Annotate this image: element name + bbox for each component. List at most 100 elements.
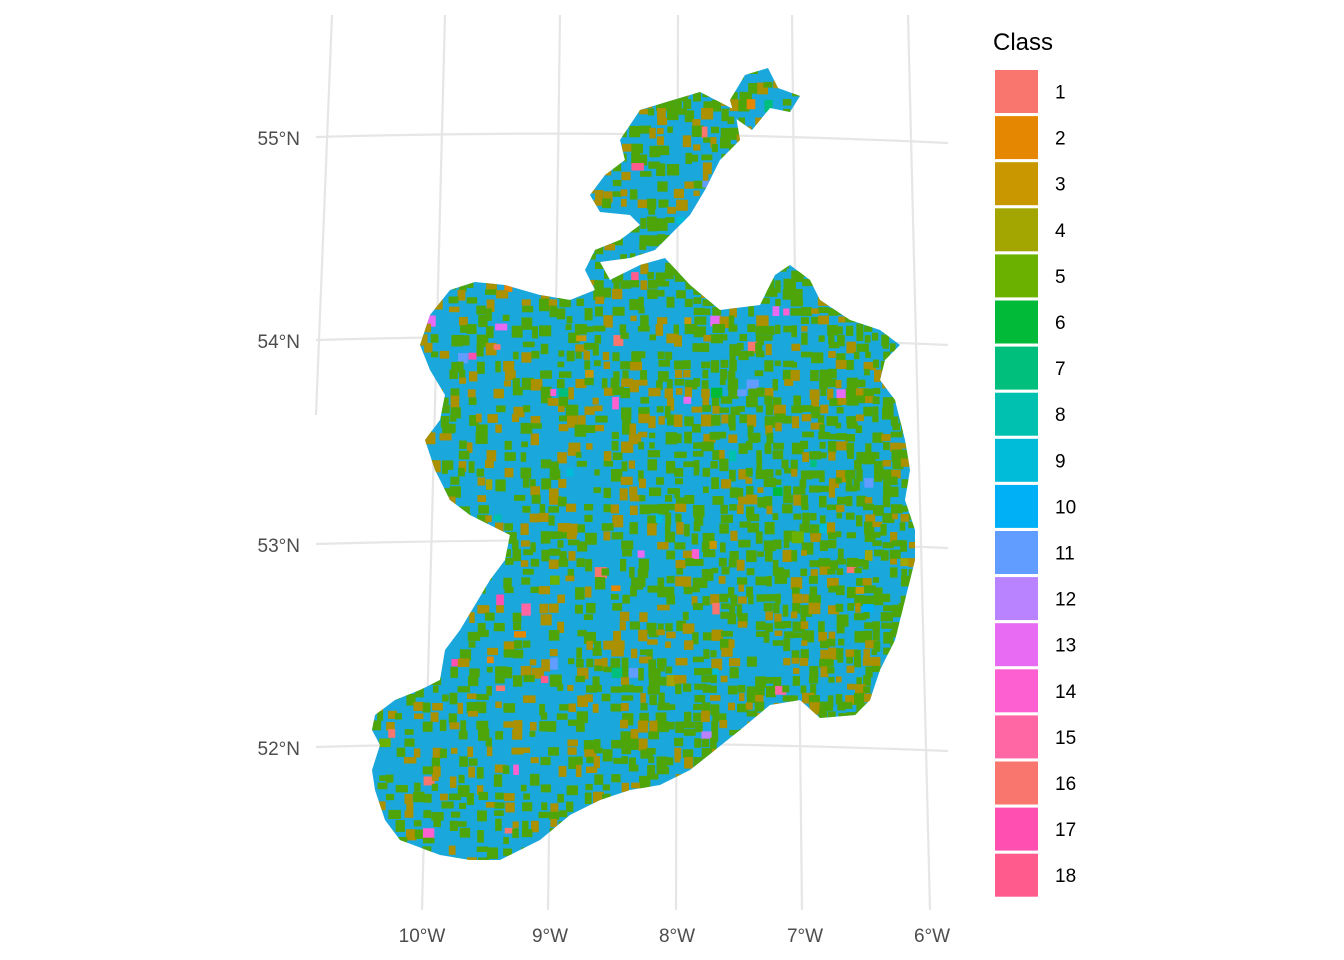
area-cell [612,352,620,362]
area-cell [883,199,893,212]
area-cell [448,793,461,801]
area-cell [522,341,535,348]
area-cell [602,855,615,860]
area-cell [694,683,707,690]
area-cell [827,605,840,615]
area-cell [845,127,855,138]
area-cell [566,350,575,362]
area-cell [431,783,439,791]
area-cell [397,559,406,570]
area-cell [907,593,915,603]
area-cell [594,306,603,317]
area-cell [486,208,495,221]
area-cell [908,449,915,460]
area-cell [764,767,777,776]
area-cell [818,335,825,342]
area-cell [702,397,710,409]
area-cell [854,883,860,892]
area-cell [567,90,578,102]
area-cell [639,782,649,794]
area-cell [900,693,910,705]
area-cell [593,325,606,332]
area-cell [883,154,892,166]
area-cell [413,449,424,457]
area-cell [693,263,703,271]
area-cell [478,629,489,637]
area-cell [583,342,596,350]
area-cell [827,90,838,97]
area-cell [846,775,856,783]
area-cell [729,450,737,462]
area-cell [595,261,605,270]
area-cell [666,757,674,766]
area-cell [919,802,926,813]
area-cell [372,350,376,362]
area-cell [791,405,803,414]
area-cell [457,821,467,827]
area-cell [388,524,401,531]
area-cell [773,442,784,450]
area-cell [908,865,916,873]
area-cell [790,611,798,619]
area-cell [638,441,644,450]
area-cell [819,758,831,765]
area-cell [799,523,810,533]
area-cell [496,605,504,613]
area-cell [372,253,374,264]
area-cell [522,505,531,513]
area-cell [836,298,846,309]
area-cell [649,487,662,497]
area-cell [657,117,668,126]
area-cell [720,369,728,380]
area-cell [900,540,907,552]
area-cell [881,316,892,325]
area-cell [387,693,400,700]
area-cell [792,632,805,638]
area-cell [711,567,719,574]
area-cell [764,521,775,535]
area-cell [827,441,837,453]
area-cell [520,665,532,676]
area-cell [423,883,435,894]
area-cell [557,452,567,464]
area-cell [684,524,690,537]
area-cell [827,199,836,208]
area-cell [559,253,567,260]
area-cell [511,227,519,237]
area-cell [901,568,908,577]
area-cell [765,469,774,478]
area-cell [639,253,648,260]
area-cell [846,478,853,488]
area-cell [702,486,709,494]
area-cell [359,560,370,567]
area-cell [819,485,831,492]
area-cell [592,143,603,153]
area-cell [622,72,630,82]
legend-label: 3 [1055,175,1066,196]
area-cell [621,747,632,755]
area-cell [748,793,758,805]
area-cell [602,893,611,902]
area-cell [889,378,901,391]
area-cell [520,452,527,462]
area-cell [575,847,587,855]
area-cell [738,791,746,803]
lat-label: 52°N [258,739,300,760]
area-cell [682,360,691,370]
area-cell [693,226,705,237]
area-cell [909,729,915,737]
area-cell [638,296,644,309]
area-cell [575,820,584,832]
area-cell [603,191,613,203]
area-cell [592,676,600,688]
area-cell [800,649,809,660]
area-cell [745,494,758,505]
area-cell [836,56,845,64]
area-cell [702,866,709,872]
area-cell [871,83,878,91]
area-cell [520,467,532,479]
area-cell [746,838,755,851]
area-cell [656,866,662,877]
area-cell [800,218,807,230]
area-cell [836,433,847,440]
